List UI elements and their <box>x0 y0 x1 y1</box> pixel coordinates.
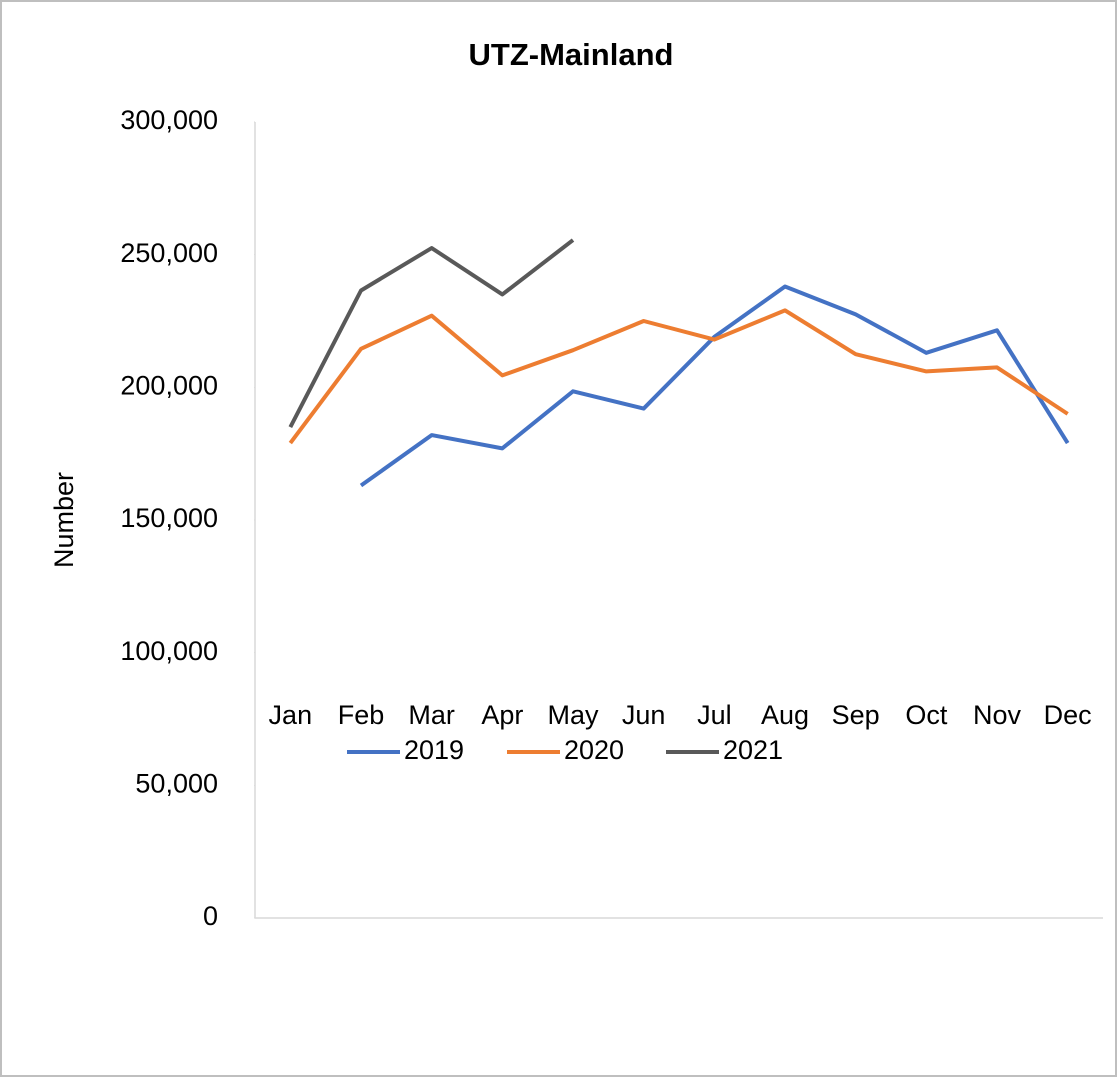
y-axis-label: Number <box>49 472 79 568</box>
legend-label: 2020 <box>564 735 624 765</box>
y-tick-label: 200,000 <box>120 370 218 400</box>
x-tick-label: Sep <box>832 700 880 730</box>
legend-label: 2021 <box>723 735 783 765</box>
series-line <box>288 308 1069 445</box>
x-tick-label: Dec <box>1044 700 1092 730</box>
x-tick-label: Apr <box>481 700 523 730</box>
x-tick-label: Oct <box>905 700 948 730</box>
x-tick-label: Jan <box>269 700 313 730</box>
x-tick-label: Nov <box>973 700 1022 730</box>
y-tick-label: 300,000 <box>120 105 218 135</box>
legend-label: 2019 <box>404 735 464 765</box>
y-tick-label: 250,000 <box>120 238 218 268</box>
y-tick-label: 50,000 <box>135 768 218 798</box>
x-tick-label: May <box>547 700 599 730</box>
x-tick-label: Jul <box>697 700 732 730</box>
x-tick-label: Feb <box>338 700 385 730</box>
x-tick-label: Aug <box>761 700 809 730</box>
y-tick-label: 150,000 <box>120 503 218 533</box>
y-tick-label: 100,000 <box>120 636 218 666</box>
x-tick-label: Mar <box>408 700 455 730</box>
series-line <box>288 238 575 429</box>
chart-title: UTZ-Mainland <box>469 37 674 72</box>
y-tick-label: 0 <box>203 901 218 931</box>
x-tick-label: Jun <box>622 700 666 730</box>
series-line <box>359 284 1070 488</box>
